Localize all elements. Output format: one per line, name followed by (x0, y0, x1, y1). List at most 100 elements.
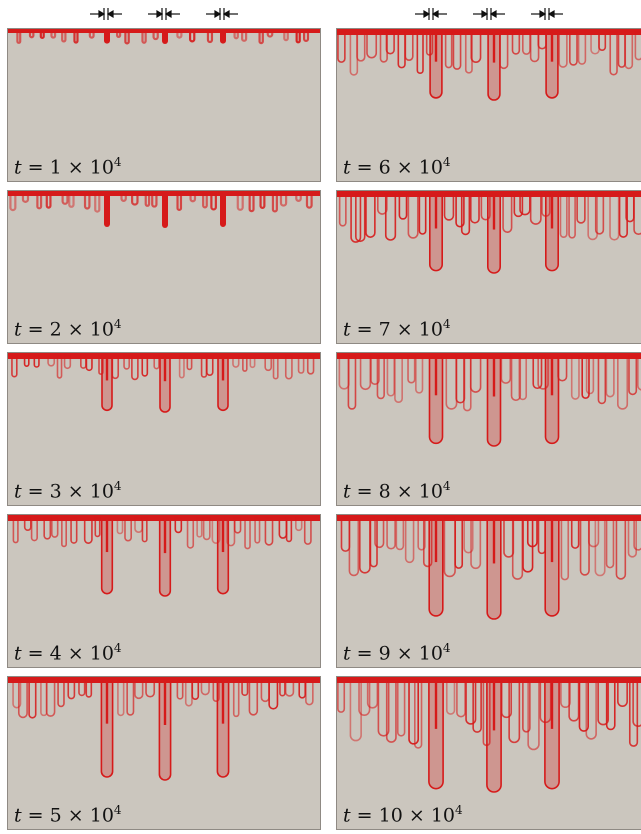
small-finger (500, 355, 512, 384)
small-finger (365, 193, 376, 238)
small-finger (522, 31, 531, 55)
seeded-finger (487, 193, 501, 274)
equals-sign: = (350, 642, 379, 664)
small-finger (303, 517, 312, 545)
seeded-finger (104, 32, 110, 44)
small-finger (408, 679, 420, 745)
small-finger (560, 517, 570, 581)
small-finger (398, 193, 408, 220)
power-exponent: 4 (113, 478, 122, 493)
power-base: 10 (418, 156, 443, 178)
small-finger (347, 355, 357, 410)
small-finger (605, 517, 615, 569)
seeded-finger (544, 355, 560, 445)
small-finger (510, 355, 522, 401)
small-finger (88, 30, 95, 39)
small-finger (627, 517, 637, 558)
small-finger (522, 517, 534, 573)
small-finger (470, 517, 482, 570)
seeded-finger (159, 355, 171, 413)
small-finger (116, 517, 124, 535)
times-sign: × (61, 480, 90, 502)
small-finger (366, 679, 379, 709)
small-finger (36, 192, 43, 210)
small-finger (94, 192, 101, 213)
small-finger (529, 31, 540, 63)
small-finger (50, 30, 57, 39)
small-finger (594, 193, 605, 235)
small-finger (9, 192, 17, 212)
small-finger (39, 30, 45, 39)
small-finger (559, 193, 568, 238)
small-finger (581, 355, 590, 399)
small-finger (598, 31, 607, 51)
equals-sign: = (21, 480, 50, 502)
small-finger (305, 192, 313, 209)
small-finger (624, 31, 634, 70)
small-finger (61, 517, 68, 548)
small-finger (191, 679, 200, 700)
small-finger (206, 30, 214, 44)
small-finger (452, 31, 462, 70)
small-finger (145, 679, 156, 698)
small-finger (184, 679, 193, 707)
time-variable: t (14, 318, 22, 340)
small-finger (178, 355, 185, 379)
small-finger (303, 30, 310, 42)
small-finger (78, 679, 86, 697)
small-finger (188, 30, 196, 43)
small-finger (454, 517, 464, 569)
small-finger (585, 679, 597, 740)
small-finger (469, 355, 482, 393)
seeded-finger (162, 194, 168, 228)
small-finger (578, 679, 589, 732)
converge-arrows-icon (90, 8, 122, 20)
concentration-field (8, 353, 320, 413)
seeded-finger (486, 517, 502, 620)
small-finger (617, 355, 629, 410)
power-base: 10 (430, 804, 456, 826)
small-finger (359, 517, 371, 574)
small-finger (385, 679, 397, 743)
small-finger (418, 193, 427, 235)
small-finger (597, 679, 610, 726)
small-finger (264, 355, 273, 372)
small-finger (416, 31, 424, 74)
small-finger (264, 517, 274, 546)
time-variable: t (14, 156, 22, 178)
small-finger (189, 192, 197, 203)
small-finger (502, 193, 513, 233)
small-finger (340, 517, 351, 552)
times-sign: × (390, 480, 419, 502)
small-finger (539, 679, 552, 724)
time-label: t = 7 × 104 (343, 317, 451, 340)
small-finger (617, 679, 628, 707)
simulation-panel: t = 9 × 104 (336, 514, 641, 668)
seeded-finger (545, 193, 559, 272)
simulation-panel: t = 2 × 104 (7, 190, 321, 344)
small-finger (338, 355, 350, 390)
small-finger (541, 193, 551, 217)
small-finger (464, 31, 473, 74)
small-finger (144, 192, 151, 207)
concentration-field (337, 29, 641, 101)
seeded-finger (544, 679, 560, 790)
small-finger (415, 355, 424, 394)
small-finger (377, 193, 388, 215)
small-finger (386, 355, 395, 397)
equals-sign: = (21, 156, 50, 178)
small-finger (16, 30, 22, 44)
small-finger (83, 192, 91, 210)
small-finger (577, 31, 587, 65)
concentration-field (337, 191, 641, 274)
equals-sign: = (21, 318, 50, 340)
times-sign: × (61, 156, 90, 178)
small-finger (376, 355, 385, 400)
seeded-finger (220, 32, 226, 44)
small-finger (385, 31, 395, 55)
small-finger (617, 31, 626, 68)
small-finger (272, 355, 279, 380)
small-finger (394, 355, 403, 403)
small-finger (266, 30, 274, 38)
small-finger (232, 355, 240, 368)
